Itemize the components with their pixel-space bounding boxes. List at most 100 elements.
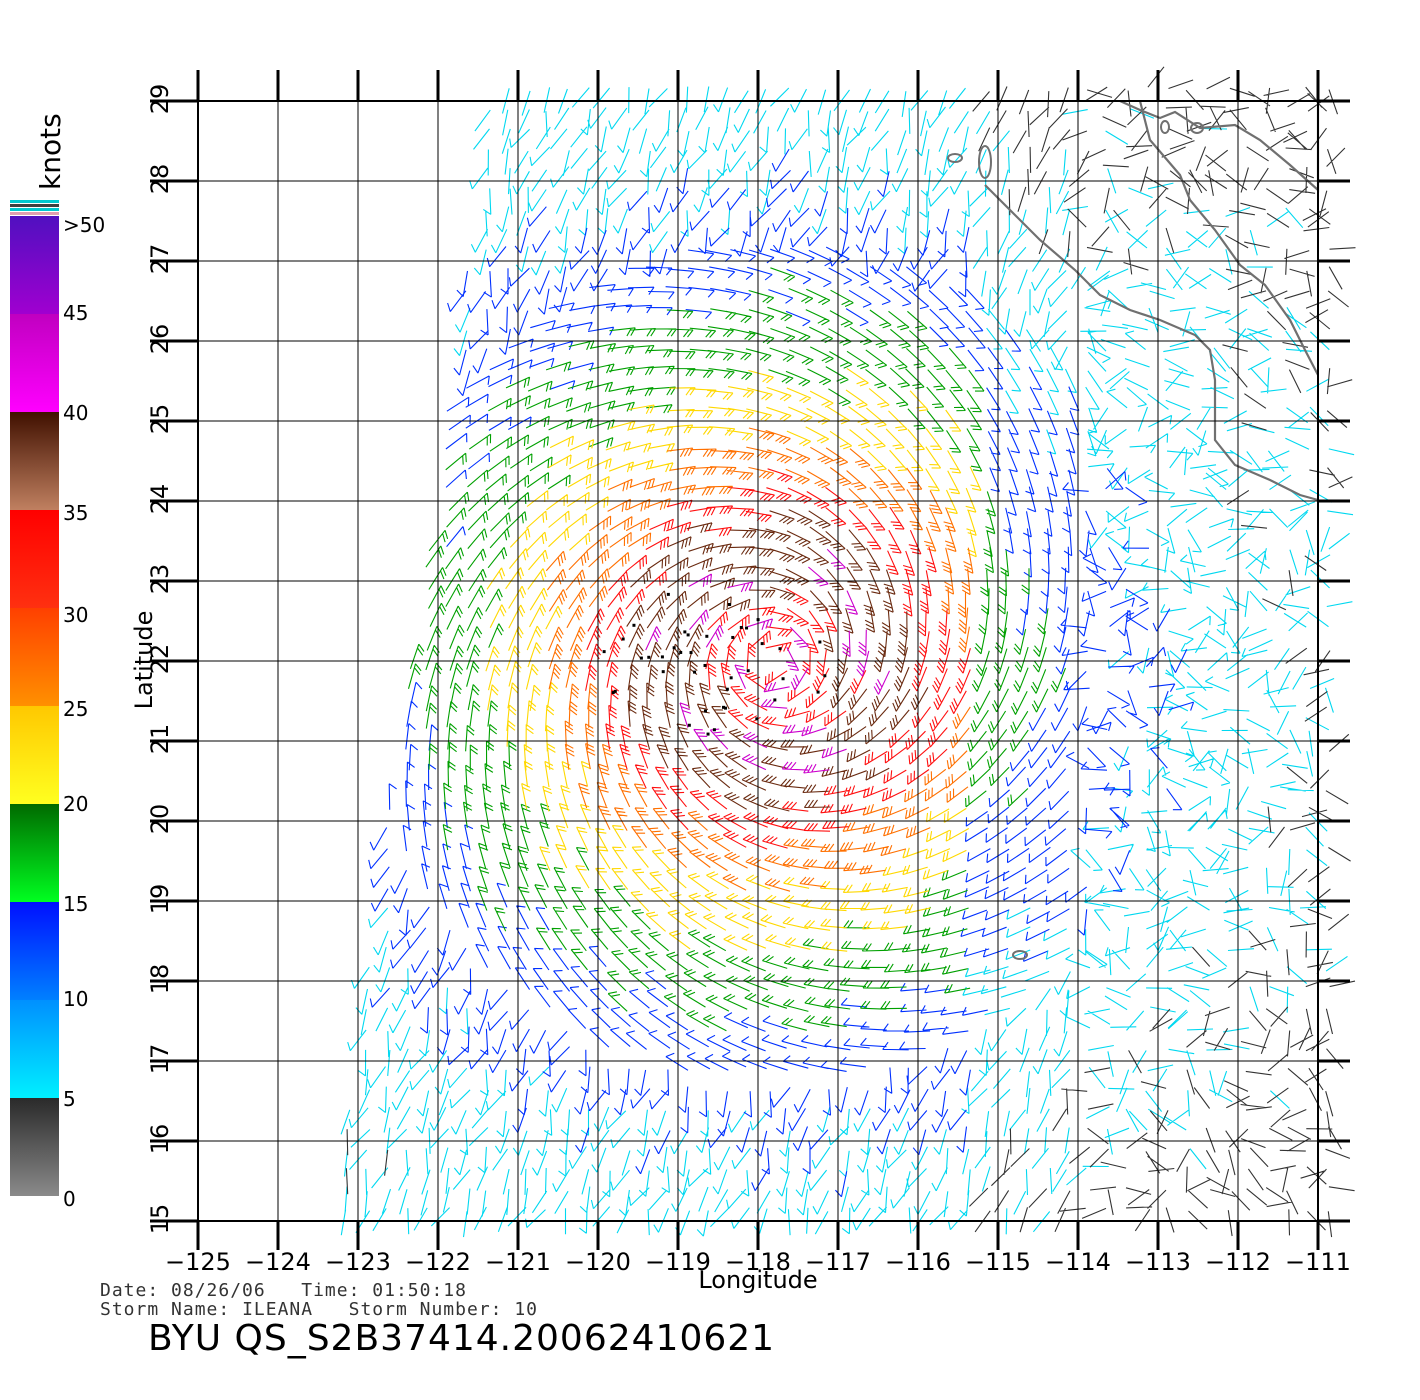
longitude-tick-label: −117 [805, 1248, 871, 1276]
rain-flag-marker [727, 603, 731, 607]
colorbar-tick-label: 0 [63, 1187, 76, 1211]
rain-flag-marker [613, 689, 617, 693]
wind-barb-group [407, 267, 1067, 1032]
longitude-tick-label: −111 [1285, 1248, 1351, 1276]
latitude-tick-label: 17 [146, 1044, 174, 1075]
colorbar-tick-label: 5 [63, 1087, 76, 1111]
colorbar-band [10, 902, 59, 1000]
footer-date-time: Date: 08/26/06 Time: 01:50:18 [100, 1280, 467, 1301]
island-outline [947, 153, 963, 163]
colorbar-tick-label: 15 [63, 892, 88, 916]
colorbar-top-stripe [10, 200, 59, 203]
rain-flag-marker [647, 655, 651, 659]
rain-flag-marker [706, 732, 710, 736]
latitude-tick-label: 26 [146, 324, 174, 355]
rain-flag-marker [703, 663, 707, 667]
rain-flag-marker [773, 698, 777, 702]
colorbar-top-stripe [10, 212, 59, 215]
latitude-tick-label: 15 [146, 1204, 174, 1235]
wind-barb-group [645, 548, 890, 774]
x-axis-label: Longitude [698, 1266, 817, 1294]
latitude-tick-label: 23 [146, 564, 174, 595]
latitude-tick-label: 18 [146, 964, 174, 995]
rain-flag-marker [687, 723, 691, 727]
rain-flag-marker [731, 635, 735, 639]
rain-flag-marker [823, 674, 827, 678]
latitude-tick-label: 20 [146, 804, 174, 835]
island-outline [978, 145, 992, 179]
rain-flag-marker [712, 728, 716, 732]
rain-flag-marker [611, 691, 615, 695]
rain-flag-marker [693, 670, 697, 674]
colorbar-band [10, 314, 59, 412]
colorbar-band [10, 1098, 59, 1196]
rain-flag-marker [639, 656, 643, 660]
colorbar-top-stripe [10, 208, 59, 211]
rain-flag-marker [760, 642, 764, 646]
colorbar-tick-label: 10 [63, 987, 88, 1011]
colorbar-tick-label: 25 [63, 697, 88, 721]
colorbar-top-stripe [10, 204, 59, 207]
baja-california-coastline [984, 100, 1319, 502]
colorbar-tick-labels: >50 45 40 35 30 25 20 15 10 5 0 [63, 213, 105, 1211]
longitude-tick-label: −119 [645, 1248, 711, 1276]
colorbar-band [10, 706, 59, 804]
rain-flag-marker [721, 705, 725, 709]
rain-flag-marker [683, 630, 687, 634]
rain-flag-marker [746, 669, 750, 673]
rain-flag-marker [816, 690, 820, 694]
rain-flag-marker [686, 633, 690, 637]
latitude-tick-label: 24 [146, 484, 174, 515]
colorbar-tick-label: 45 [63, 301, 88, 325]
rain-flag-marker [781, 677, 785, 681]
colorbar-tick-label: 35 [63, 501, 88, 525]
footer-storm-info: Storm Name: ILEANA Storm Number: 10 [100, 1299, 539, 1320]
latitude-tick-label: 25 [146, 404, 174, 435]
longitude-tick-label: −113 [1125, 1248, 1191, 1276]
lat-lon-grid [150, 70, 1350, 1250]
rain-flag-marker [660, 655, 664, 659]
island-outline [1012, 950, 1028, 960]
rain-flag-marker [755, 717, 759, 721]
colorbar-band [10, 608, 59, 706]
latitude-tick-label: 22 [146, 644, 174, 675]
rain-flag-marker [729, 676, 733, 680]
footer-file-id: BYU QS_S2B37414.20062410621 [148, 1318, 776, 1359]
rain-flag-marker [602, 650, 606, 654]
longitude-tick-label: −122 [405, 1248, 471, 1276]
wind-speed-colorbar [10, 200, 59, 1196]
colorbar-band [10, 804, 59, 902]
colorbar-band [10, 412, 59, 510]
rain-flag-marker [666, 592, 670, 596]
longitude-tick-label: −121 [485, 1248, 551, 1276]
island-outline [1190, 122, 1204, 134]
rain-flag-marker [672, 646, 676, 650]
rain-flag-marker [689, 651, 693, 655]
colorbar-tick-label: 40 [63, 401, 88, 425]
y-axis-label: Latitude [130, 611, 158, 710]
colorbar-tick-label: >50 [63, 213, 105, 237]
rain-flag-marker [661, 670, 665, 674]
latitude-tick-label: 28 [146, 164, 174, 195]
rain-flag-marker [778, 647, 782, 651]
wind-barb-group [368, 148, 1195, 1198]
colorbar-band [10, 510, 59, 608]
rain-flag-marker [745, 626, 749, 630]
latitude-tick-label: 21 [146, 724, 174, 755]
rain-flag-marker [739, 625, 743, 629]
latitude-tick-label: 19 [146, 884, 174, 915]
rain-flag-marker [705, 634, 709, 638]
rain-flag-marker [621, 637, 625, 641]
rain-flag-marker [632, 623, 636, 627]
mainland-coastline [1119, 99, 1320, 193]
longitude-tick-label: −114 [1045, 1248, 1111, 1276]
axis-tick-labels: −125 −124 −123 −122 −121 −120 −119 −118 −117 −116… [146, 84, 1351, 1276]
longitude-tick-label: −116 [885, 1248, 951, 1276]
latitude-tick-label: 29 [146, 84, 174, 115]
colorbar-tick-label: 30 [63, 603, 88, 627]
coastline-layer [947, 99, 1320, 960]
longitude-tick-label: −115 [965, 1248, 1031, 1276]
latitude-tick-label: 27 [146, 244, 174, 275]
map-plot-area: −125 −124 −123 −122 −121 −120 −119 −118 −117 −116… [146, 66, 1356, 1276]
